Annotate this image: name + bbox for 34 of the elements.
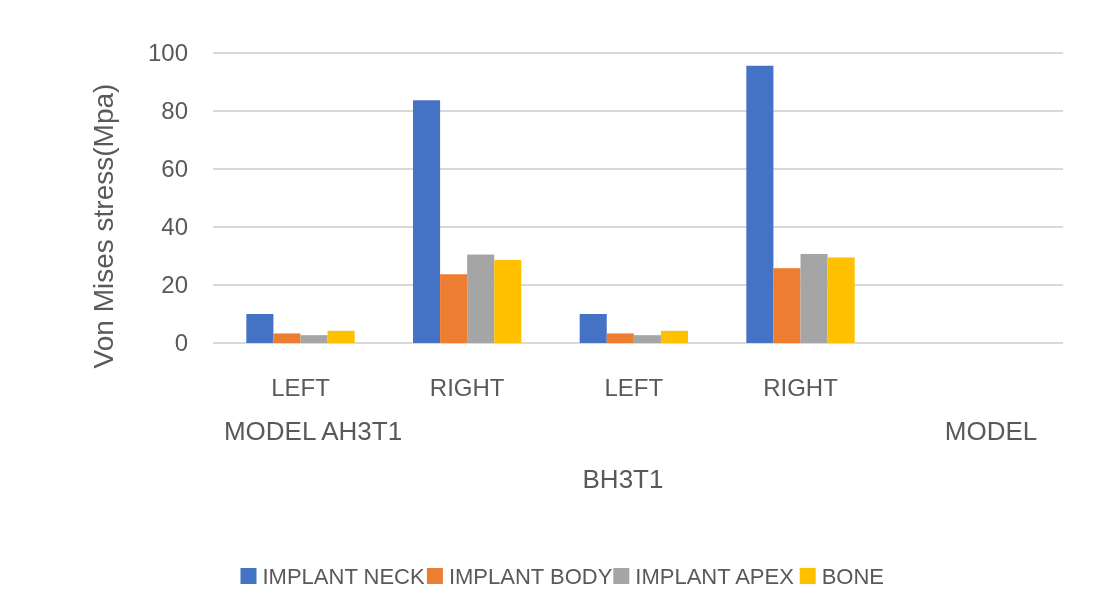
bar bbox=[246, 314, 274, 343]
bar bbox=[606, 333, 634, 343]
y-axis-title: Von Mises stress(Mpa) bbox=[88, 83, 119, 369]
y-tick-label: 0 bbox=[174, 329, 188, 357]
legend-label: BONE bbox=[821, 563, 885, 589]
bar bbox=[746, 65, 774, 343]
bar bbox=[494, 260, 522, 343]
x-tick-label: LEFT bbox=[604, 374, 664, 401]
bar bbox=[467, 254, 495, 343]
bar bbox=[773, 268, 801, 343]
y-tick-label: 40 bbox=[161, 213, 188, 241]
bar bbox=[413, 100, 441, 343]
text: MODEL AH3T1 bbox=[223, 416, 403, 446]
bar bbox=[300, 335, 328, 343]
bar bbox=[579, 314, 607, 343]
text: BH3T1 bbox=[582, 464, 664, 494]
y-tick-label: 20 bbox=[161, 271, 188, 299]
bar bbox=[633, 335, 661, 343]
bar bbox=[273, 333, 301, 343]
bar bbox=[827, 257, 855, 343]
bar bbox=[660, 330, 688, 343]
y-tick-label: 100 bbox=[147, 39, 188, 67]
x-tick-label: LEFT bbox=[271, 374, 331, 401]
y-tick-label: 80 bbox=[161, 97, 188, 125]
legend-label: IMPLANT BODY bbox=[448, 563, 613, 589]
bar bbox=[327, 330, 355, 343]
bar bbox=[440, 274, 468, 343]
bar bbox=[800, 253, 828, 343]
y-tick-label: 60 bbox=[161, 155, 188, 183]
x-tick-label: RIGHT bbox=[763, 374, 839, 401]
legend-label: IMPLANT NECK bbox=[262, 563, 426, 589]
legend-label: IMPLANT APEX bbox=[635, 563, 795, 589]
x-tick-label: RIGHT bbox=[429, 374, 505, 401]
text: MODEL bbox=[944, 416, 1038, 446]
